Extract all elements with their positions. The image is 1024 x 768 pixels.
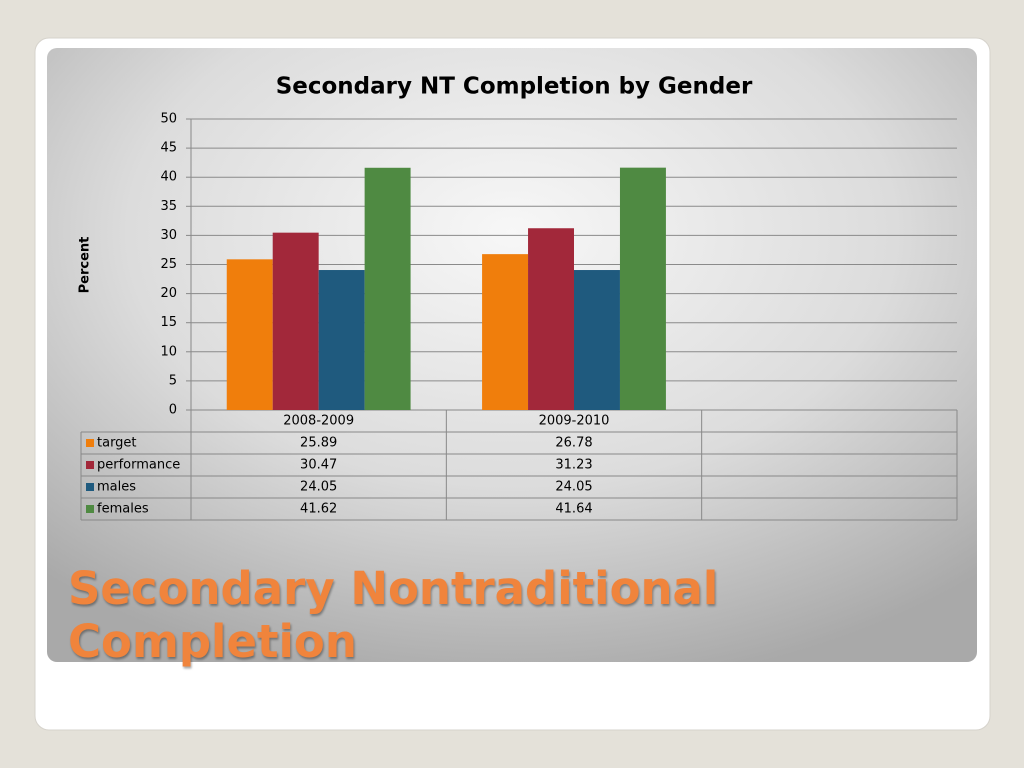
- y-tick-label: 45: [160, 141, 177, 156]
- y-axis-label: Percent: [78, 237, 93, 294]
- legend-swatch: [86, 439, 94, 447]
- table-value: 24.05: [555, 480, 592, 495]
- chart-title: Secondary NT Completion by Gender: [276, 74, 753, 100]
- legend-swatch: [86, 505, 94, 513]
- y-tick-label: 15: [160, 315, 177, 330]
- y-tick-label: 35: [160, 199, 177, 214]
- y-tick-label: 50: [160, 112, 177, 127]
- y-tick-label: 0: [169, 403, 177, 418]
- bar: [226, 259, 273, 410]
- bar: [528, 228, 574, 410]
- table-value: 25.89: [300, 436, 337, 451]
- legend-label: performance: [97, 458, 180, 473]
- table-value: 41.64: [555, 502, 592, 517]
- legend-label: females: [97, 502, 149, 517]
- y-tick-label: 5: [169, 373, 177, 388]
- legend-swatch: [86, 461, 94, 469]
- x-tick-label: 2009-2010: [539, 414, 610, 429]
- bar: [482, 254, 529, 410]
- table-value: 30.47: [300, 458, 337, 473]
- y-tick-label: 30: [160, 228, 177, 243]
- table-value: 24.05: [300, 480, 337, 495]
- legend-swatch: [86, 483, 94, 491]
- table-value: 31.23: [555, 458, 592, 473]
- legend-label: target: [97, 436, 137, 451]
- table-value: 41.62: [300, 502, 337, 517]
- y-tick-label: 40: [160, 170, 177, 185]
- y-tick-label: 10: [160, 344, 177, 359]
- bar: [272, 232, 319, 410]
- table-value: 26.78: [555, 436, 592, 451]
- x-tick-label: 2008-2009: [283, 414, 354, 429]
- bar: [318, 270, 365, 410]
- y-tick-label: 20: [160, 286, 177, 301]
- bar: [574, 270, 620, 410]
- slide-title: Secondary Nontraditional Completion: [68, 562, 719, 668]
- bar: [619, 167, 666, 410]
- legend-label: males: [97, 480, 136, 495]
- bar: [364, 167, 411, 410]
- y-tick-label: 25: [160, 257, 177, 272]
